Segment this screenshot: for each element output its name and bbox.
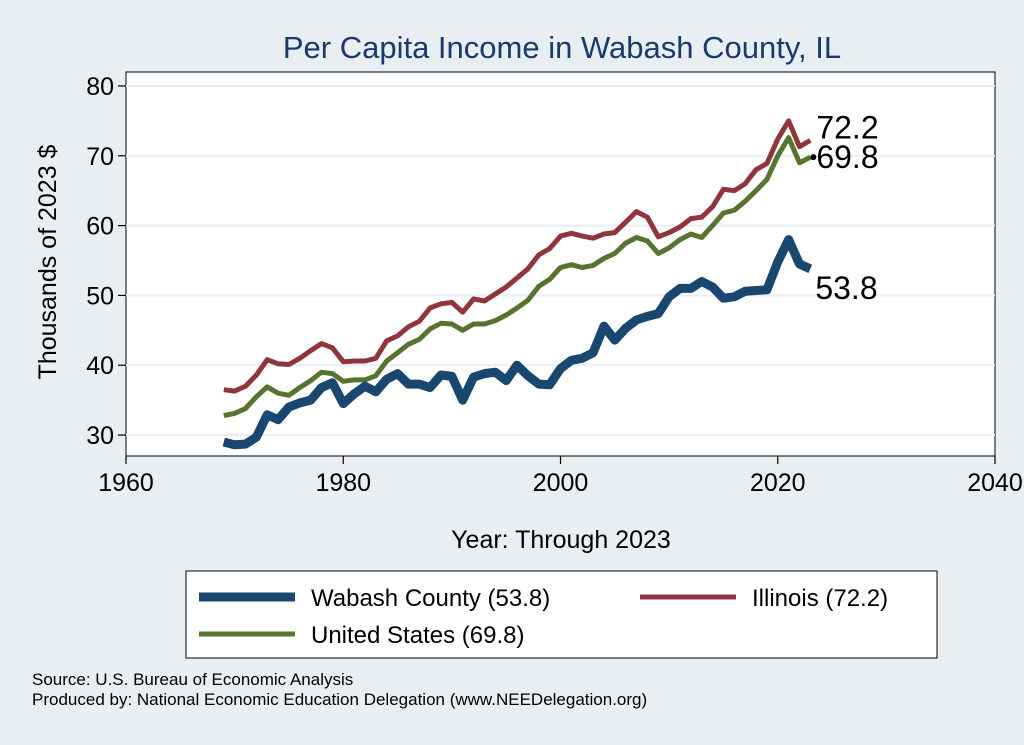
- x-axis-title: Year: Through 2023: [451, 526, 671, 554]
- legend: Wabash County (53.8) Illinois (72.2) Unite…: [185, 570, 938, 659]
- y-tick-label-70: 70: [86, 143, 114, 171]
- end-label-united-states: 69.8: [816, 139, 878, 175]
- y-tick-label-50: 50: [86, 282, 114, 310]
- x-tick-label-2040: 2040: [967, 469, 1023, 497]
- legend-label-wabash-county: Wabash County (53.8): [311, 585, 550, 612]
- chart-title: Per Capita Income in Wabash County, IL: [283, 30, 841, 65]
- y-axis-title: Thousands of 2023 $: [34, 144, 62, 379]
- x-tick-label-2000: 2000: [533, 469, 589, 497]
- footer: Source: U.S. Bureau of Economic Analysis…: [32, 670, 647, 710]
- y-tick-label-40: 40: [86, 352, 114, 380]
- series-lines: [222, 118, 813, 450]
- legend-label-illinois: Illinois (72.2): [752, 585, 888, 612]
- x-tick-label-2020: 2020: [750, 469, 806, 497]
- x-tick-label-1960: 1960: [98, 469, 154, 497]
- plot-area: [125, 71, 996, 457]
- legend-box: [185, 570, 938, 659]
- x-tick-label-1980: 1980: [315, 469, 371, 497]
- footer-source: Source: U.S. Bureau of Economic Analysis: [32, 670, 354, 689]
- end-label-illinois: 72.2: [816, 109, 878, 145]
- end-marker-united-states: [810, 154, 817, 161]
- y-tick-label-60: 60: [86, 213, 114, 241]
- y-tick-label-30: 30: [86, 422, 114, 450]
- footer-produced-by: Produced by: National Economic Education…: [32, 690, 648, 709]
- series-line-illinois: [223, 118, 812, 394]
- end-label-wabash-county: 53.8: [815, 270, 877, 306]
- series-line-wabash-county: [222, 235, 813, 450]
- legend-label-united-states: United States (69.8): [311, 622, 524, 649]
- series-line-united-states: [223, 135, 812, 418]
- end-labels: 53.8 72.269.8: [810, 109, 879, 306]
- y-tick-label-80: 80: [86, 73, 114, 101]
- axes: 30 40 50 60 70 80 1960 1980 2000 2020 2040: [86, 73, 1023, 497]
